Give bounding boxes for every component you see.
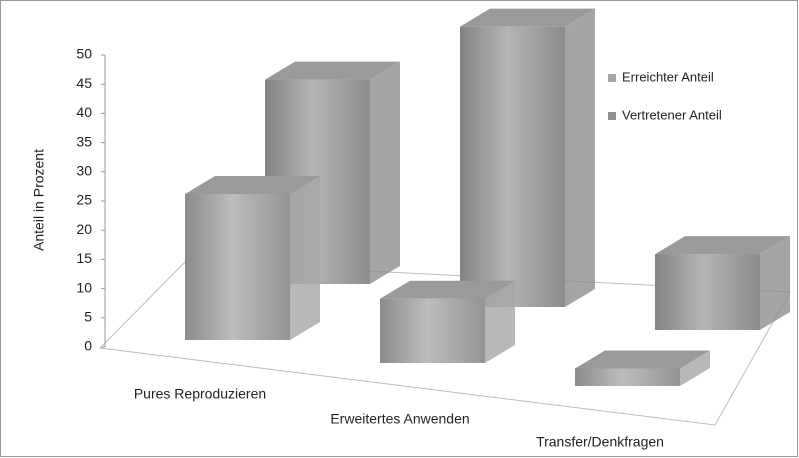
bar-tint [575,368,680,386]
y-tick-label: 20 [76,221,92,237]
bar [655,254,760,330]
bar-side [565,8,595,308]
bar-side [370,61,400,284]
y-axis-label: Anteil in Prozent [31,149,47,251]
bar [185,194,290,340]
legend-swatch [608,112,616,120]
bar-top [265,61,400,80]
y-tick-label: 40 [76,104,92,120]
bar [575,368,680,386]
bar-tint [460,26,565,308]
bar-side [760,236,790,330]
bar-side [680,350,710,386]
x-tick-label: Transfer/Denkfragen [536,434,664,450]
bar-tint [655,254,760,330]
bar-side [485,280,515,363]
y-tick-label: 45 [76,75,92,91]
bar-top [655,236,790,255]
bar-tint [185,194,290,340]
x-tick-label: Erweitertes Anwenden [330,411,469,427]
bar-side [290,176,320,340]
y-tick-label: 0 [84,338,92,354]
x-tick-label: Pures Reproduzieren [134,386,266,402]
legend-swatch [608,74,616,82]
legend-label: Vertretener Anteil [622,107,722,122]
legend-label: Erreichter Anteil [622,69,714,84]
y-tick-label: 10 [76,279,92,295]
y-tick-label: 30 [76,163,92,179]
bar [460,26,565,308]
y-tick-label: 50 [76,46,92,62]
bar-top [185,176,320,194]
bar-top [575,350,710,369]
bar-tint [380,298,485,363]
y-tick-label: 35 [76,133,92,149]
y-tick-label: 15 [76,250,92,266]
bar-top [380,280,515,299]
bar-top [460,8,595,27]
y-tick-label: 25 [76,192,92,208]
bar [380,298,485,363]
y-tick-label: 5 [84,309,92,325]
